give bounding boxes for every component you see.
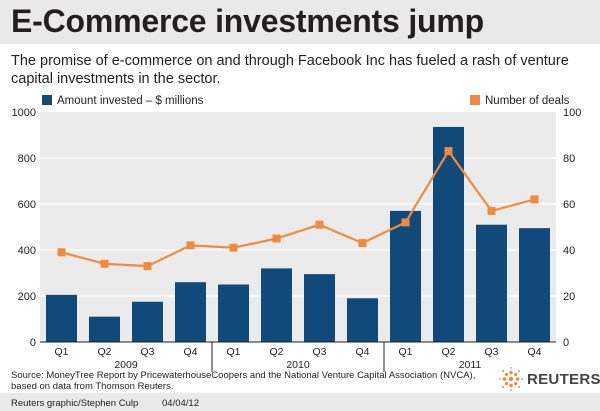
deals-point [272,234,281,243]
deals-point [229,243,238,252]
bar [218,284,249,342]
source-note: Source: MoneyTree Report by Pricewaterho… [11,370,476,392]
quarter-label: Q4 [527,346,541,358]
quarter-label: Q2 [441,346,455,358]
reuters-logo-icon [499,367,523,391]
bar [132,301,163,342]
year-label: 2010 [286,359,310,371]
right-axis-tick-label: 0 [563,337,569,349]
right-axis-tick-label: 20 [563,291,575,303]
quarter-label: Q4 [183,346,197,358]
left-axis-tick-label: 0 [30,337,36,349]
reuters-logo-text: REUTERS [527,371,600,388]
title-bar [0,0,600,44]
chart-title: E-Commerce investments jump [11,3,484,39]
left-axis-tick-label: 400 [18,245,36,257]
bar [433,126,464,342]
bar [46,294,77,342]
left-axis-tick-label: 800 [18,153,36,165]
right-axis-tick-label: 60 [563,199,575,211]
footer-bar [0,393,600,411]
deals-point [186,241,195,250]
deals-point [358,239,367,248]
bar [519,228,550,342]
deals-point [487,206,496,215]
deals-point [530,195,539,204]
plot-area [40,112,556,342]
quarter-label: Q2 [97,346,111,358]
quarter-label: Q3 [312,346,326,358]
legend-bar-label: Amount invested – $ millions [57,95,204,107]
right-axis-tick-label: 100 [563,107,581,119]
legend-line-swatch [470,95,480,105]
deals-point [100,259,109,268]
bar [89,316,120,342]
bar [261,268,292,342]
deals-point [401,218,410,227]
bar [304,274,335,342]
legend-bar-swatch [42,95,52,105]
deals-point [444,147,453,156]
right-axis-tick-label: 40 [563,245,575,257]
year-label: 2011 [459,359,482,371]
quarter-label: Q2 [269,346,283,358]
quarter-label: Q1 [54,346,68,358]
deals-line [61,149,535,268]
deals-point [143,262,152,271]
chart-subtitle: The promise of e-commerce on and through… [11,53,569,87]
left-axis-tick-label: 200 [18,291,36,303]
quarter-label: Q1 [398,346,412,358]
year-label: 2009 [114,359,138,371]
quarter-label: Q1 [226,346,240,358]
quarter-label: Q3 [140,346,154,358]
legend-line-label: Number of deals [485,95,570,107]
bar [476,224,507,342]
deals-point [315,220,324,229]
bar [175,282,206,342]
deals-point [57,248,66,257]
graphic-date: 04/04/12 [162,398,199,409]
graphic-credit: Reuters graphic/Stephen Culp [11,398,139,409]
left-axis-tick-label: 600 [18,199,36,211]
right-axis-tick-label: 80 [563,153,575,165]
quarter-label: Q3 [484,346,498,358]
quarter-label: Q4 [355,346,369,358]
left-axis-tick-label: 1000 [12,107,36,119]
bar [390,210,421,342]
bar [347,298,378,342]
